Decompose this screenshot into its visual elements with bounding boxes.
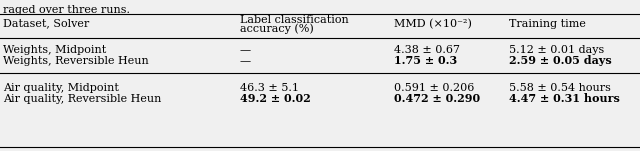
Text: raged over three runs.: raged over three runs. [3,5,130,15]
Text: Dataset, Solver: Dataset, Solver [3,18,90,28]
Text: 2.59 ± 0.05 days: 2.59 ± 0.05 days [509,56,612,66]
Text: 0.591 ± 0.206: 0.591 ± 0.206 [394,83,474,93]
Text: Label classification: Label classification [240,15,349,25]
Text: 4.38 ± 0.67: 4.38 ± 0.67 [394,45,460,55]
Text: Air quality, Midpoint: Air quality, Midpoint [3,83,119,93]
Text: Training time: Training time [509,19,586,29]
Text: accuracy (%): accuracy (%) [240,24,314,34]
Text: —: — [240,45,251,55]
Text: 0.472 ± 0.290: 0.472 ± 0.290 [394,93,480,104]
Text: Weights, Midpoint: Weights, Midpoint [3,45,106,55]
Text: 5.58 ± 0.54 hours: 5.58 ± 0.54 hours [509,83,611,93]
Text: —: — [240,56,251,66]
Text: MMD (×10⁻²): MMD (×10⁻²) [394,19,472,29]
Text: 49.2 ± 0.02: 49.2 ± 0.02 [240,93,311,104]
Text: 1.75 ± 0.3: 1.75 ± 0.3 [394,56,457,66]
Text: Air quality, Reversible Heun: Air quality, Reversible Heun [3,94,161,104]
Text: 46.3 ± 5.1: 46.3 ± 5.1 [240,83,299,93]
Text: Weights, Reversible Heun: Weights, Reversible Heun [3,56,149,66]
Text: 4.47 ± 0.31 hours: 4.47 ± 0.31 hours [509,93,620,104]
Text: 5.12 ± 0.01 days: 5.12 ± 0.01 days [509,45,604,55]
